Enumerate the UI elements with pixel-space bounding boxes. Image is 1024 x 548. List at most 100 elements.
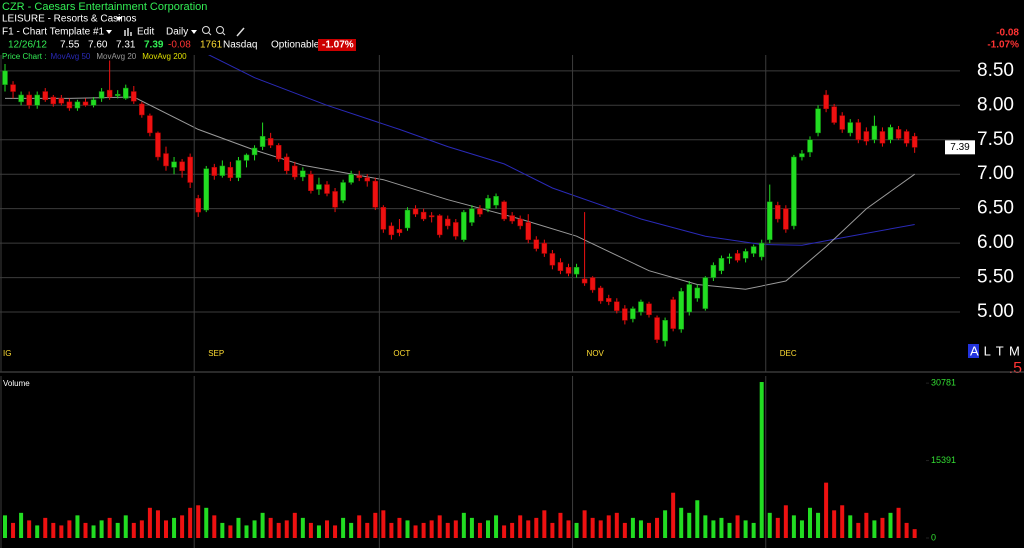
volume-bar: [574, 522, 579, 538]
candle-body: [573, 266, 580, 275]
candle-body: [404, 209, 411, 229]
volume-bar: [381, 510, 386, 538]
quote-date: 12/26/12: [8, 40, 47, 51]
quote-low: 7.31: [116, 40, 136, 51]
candle-body: [654, 317, 660, 340]
volume-bar: [791, 515, 796, 538]
candle-body: [211, 167, 218, 176]
zoom-icons[interactable]: [202, 26, 245, 37]
volume-bar: [413, 525, 418, 538]
candle-body: [284, 156, 290, 172]
volume-bar: [719, 517, 724, 538]
flag-value: .5: [1009, 360, 1022, 377]
candle-body: [428, 215, 435, 218]
candle-body: [34, 94, 40, 106]
candle-body: [227, 167, 234, 178]
legend-entry: MovAvg 50: [50, 52, 90, 61]
candle-body: [734, 253, 741, 261]
dropdown-arrow[interactable]: [116, 17, 122, 21]
candle-body: [340, 182, 346, 201]
volume-bar: [550, 522, 555, 538]
volume-bar: [43, 517, 48, 538]
candle-body: [871, 125, 878, 141]
candle-body: [815, 108, 821, 134]
volume-bar: [437, 515, 442, 538]
template[interactable]: F1 - Chart Template #1: [2, 27, 105, 38]
candle-body: [614, 301, 620, 311]
candle-body: [589, 277, 596, 291]
volume-bar: [461, 512, 466, 538]
volume-bar: [510, 522, 515, 538]
volume-bar: [91, 525, 96, 538]
quote-last: 7.39: [144, 40, 164, 51]
volume-bar: [244, 525, 249, 538]
volume-bar: [405, 520, 410, 538]
candle-body: [839, 115, 845, 130]
candle-body: [179, 161, 185, 172]
candle-body: [90, 99, 97, 106]
candle-body: [139, 103, 145, 116]
candle-body: [638, 301, 644, 313]
edit-button[interactable]: Edit: [137, 27, 154, 38]
volume-bar: [260, 512, 265, 538]
y-tick-label: 8.50: [977, 60, 1014, 81]
volume-bar: [333, 525, 338, 538]
volume-bar: [164, 520, 168, 538]
volume-bar: [735, 515, 740, 538]
candle-body: [187, 156, 193, 183]
volume-bar: [349, 522, 354, 538]
candle-body: [469, 208, 475, 223]
candle-body: [10, 84, 16, 92]
candle-body: [581, 278, 588, 284]
candle-body: [678, 291, 684, 330]
candle-body: [163, 153, 169, 167]
candle-body: [219, 165, 226, 176]
candle-body: [275, 145, 282, 160]
legend-entry: MovAvg 200: [142, 52, 187, 61]
candle-body: [807, 139, 813, 153]
candle-body: [903, 131, 910, 144]
candle-body: [292, 165, 298, 178]
sector[interactable]: LEISURE - Resorts & Casinos: [2, 14, 137, 25]
candle-body: [646, 303, 652, 316]
volume-bar: [252, 520, 257, 538]
volume-bar: [341, 517, 346, 538]
candle-body: [42, 91, 48, 101]
candle-body: [131, 91, 137, 102]
bars-icon[interactable]: [124, 28, 132, 36]
candle-body: [718, 258, 725, 271]
volume-bar: [751, 522, 756, 538]
volume-bar: [816, 512, 821, 538]
volume-bar: [687, 512, 692, 538]
volume-bar: [196, 505, 201, 538]
candle-body: [742, 251, 749, 259]
volume-title: Volume: [3, 379, 30, 388]
period[interactable]: Daily: [166, 27, 188, 38]
volume-bar: [220, 522, 225, 538]
candle-body: [887, 127, 894, 141]
volume-tick-label: 0: [931, 532, 936, 542]
symbol-title[interactable]: CZR - Caesars Entertainment Corporation: [2, 1, 207, 13]
dropdown-arrow[interactable]: [191, 30, 197, 34]
volume-bar: [35, 525, 40, 538]
volume-bar: [180, 515, 185, 538]
candle-body: [823, 94, 829, 109]
volume-bar: [67, 520, 72, 538]
dropdown-arrow[interactable]: [106, 30, 112, 34]
volume-bar: [904, 522, 909, 538]
x-tick-label: NOV: [587, 349, 605, 358]
candle-body: [412, 208, 419, 215]
volume-bar: [808, 507, 812, 538]
volume-bar: [59, 525, 64, 538]
volume-bar: [3, 515, 7, 538]
candle-body: [549, 253, 556, 266]
candle-body: [863, 131, 870, 142]
volume-bar: [727, 522, 732, 538]
volume-bar: [389, 522, 394, 538]
volume-bar: [872, 520, 877, 538]
candle-body: [694, 287, 701, 299]
volume-bar: [357, 515, 362, 538]
candle-body: [300, 170, 306, 178]
candle-body: [74, 101, 81, 109]
